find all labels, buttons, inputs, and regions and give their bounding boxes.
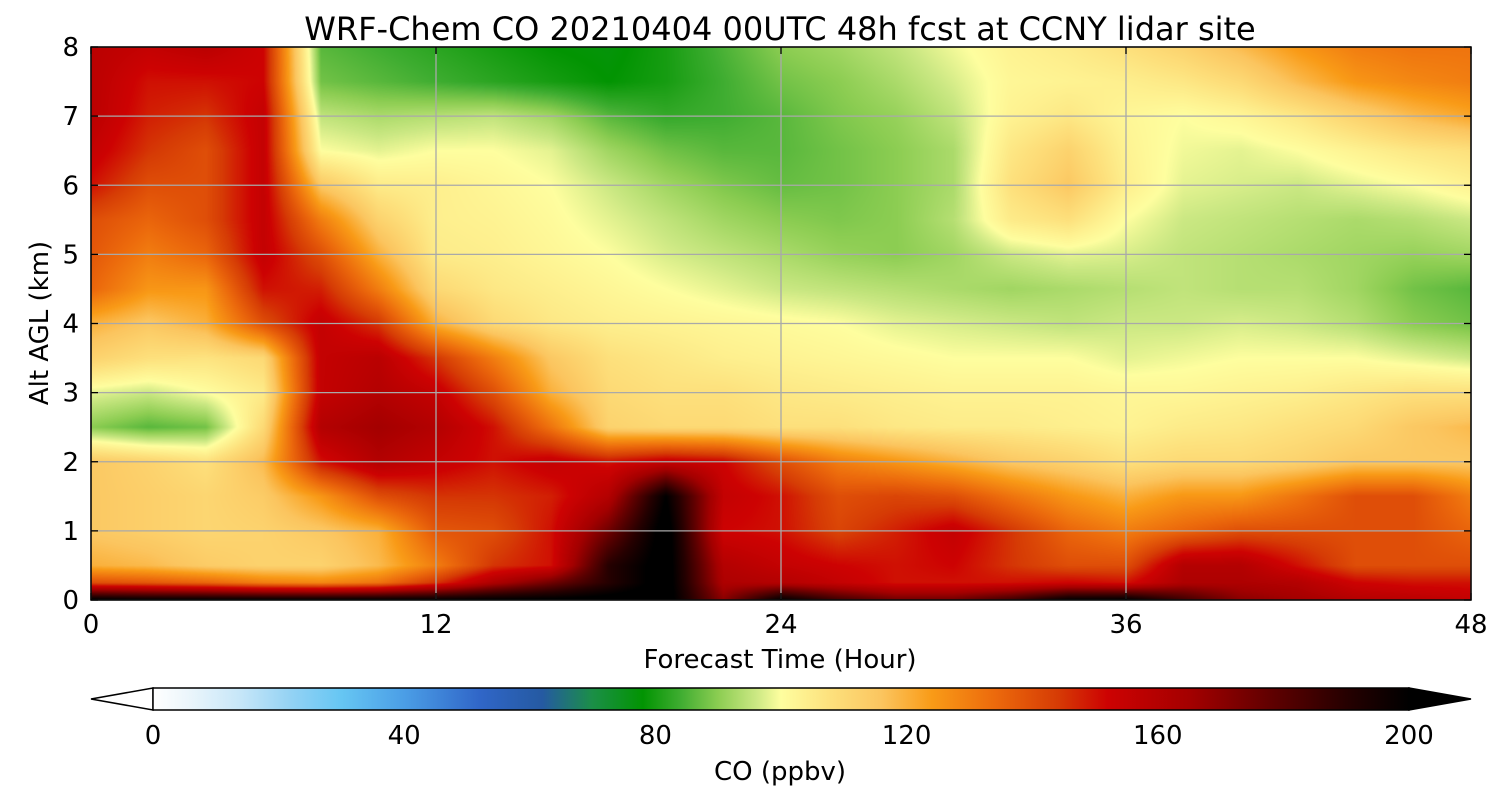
colorbar-body: [152, 687, 1410, 711]
x-axis-label: Forecast Time (Hour): [643, 645, 916, 675]
colorbar-label: CO (ppbv): [714, 757, 846, 787]
x-axis-ticks: 0 12 24 36 48: [83, 47, 1488, 640]
x-tick-label: 12: [419, 610, 452, 640]
colorbar-extend-high: [1408, 687, 1472, 711]
colorbar-tick-label: 200: [1384, 721, 1434, 751]
y-tick-label: 6: [62, 171, 79, 201]
colorbar-tick-label: 80: [639, 721, 672, 751]
y-axis-ticks: 0 1 2 3 4 5 6 7 8: [62, 33, 1471, 616]
colorbar-tick-label: 40: [388, 721, 421, 751]
y-tick-label: 8: [62, 33, 79, 63]
x-tick-label: 48: [1454, 610, 1487, 640]
x-tick-label: 0: [83, 610, 100, 640]
y-tick-label: 0: [62, 586, 79, 616]
y-tick-label: 7: [62, 102, 79, 132]
x-tick-label: 24: [764, 610, 797, 640]
colorbar: 0 40 80 120 160 200: [90, 687, 1472, 751]
chart-title: WRF-Chem CO 20210404 00UTC 48h fcst at C…: [304, 10, 1255, 48]
colorbar-tick-label: 160: [1133, 721, 1183, 751]
y-axis-label: Alt AGL (km): [25, 241, 55, 405]
y-tick-label: 2: [62, 448, 79, 478]
y-tick-label: 5: [62, 240, 79, 270]
colorbar-tick-label: 0: [145, 721, 162, 751]
x-tick-label: 36: [1109, 610, 1142, 640]
y-tick-label: 1: [62, 517, 79, 547]
colorbar-tick-label: 120: [882, 721, 932, 751]
colorbar-extend-low: [90, 687, 154, 711]
y-tick-label: 4: [62, 310, 79, 340]
y-tick-label: 3: [62, 379, 79, 409]
colorbar-ticks: 0 40 80 120 160 200: [145, 721, 1434, 751]
